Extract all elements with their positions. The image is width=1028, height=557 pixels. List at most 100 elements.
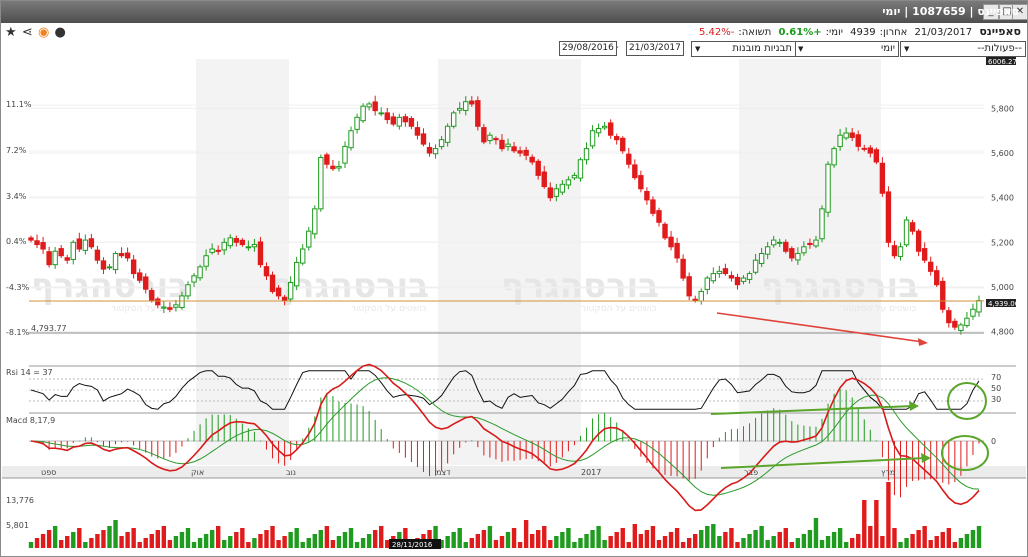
volume-bar xyxy=(131,528,136,548)
volume-bar xyxy=(469,538,474,548)
price-tick: 5,200 xyxy=(991,238,1014,247)
top-price-label: 6006.27 xyxy=(988,58,1017,66)
candle-body xyxy=(722,268,729,275)
volume-bar xyxy=(970,530,976,548)
candle-body xyxy=(450,112,457,127)
candle-body xyxy=(861,147,867,150)
volume-bar xyxy=(71,532,76,548)
volume-bar xyxy=(602,540,607,548)
volume-bar xyxy=(360,538,366,548)
svg-text:כושטים על הסקטור: כושטים על הסקטור xyxy=(111,304,187,314)
svg-text:בורסהגרף: בורסהגרף xyxy=(501,266,659,306)
share-icon[interactable]: ⋖ xyxy=(21,25,33,40)
volume-bar xyxy=(385,540,390,548)
actions-select[interactable]: --פעולות-- ▼ xyxy=(900,41,1026,57)
rsi-label: Rsi 14 = 37 xyxy=(6,368,53,377)
candle-body xyxy=(909,222,916,232)
candle-body xyxy=(662,223,668,239)
candle-body xyxy=(88,238,95,248)
candle-body xyxy=(970,308,976,317)
candle-body xyxy=(366,103,372,108)
svg-text:כושטים על הסקטור: כושטים על הסקטור xyxy=(841,304,917,314)
volume-bar xyxy=(372,530,378,548)
volume-bar xyxy=(668,532,674,548)
volume-bar xyxy=(270,526,275,548)
time-axis-bar xyxy=(2,466,1026,478)
candle-body xyxy=(589,130,596,147)
macd-trend-arrow xyxy=(720,457,926,469)
candle-body xyxy=(143,276,149,290)
volume-bar xyxy=(783,528,788,548)
candle-body xyxy=(547,187,553,199)
candle-body xyxy=(281,296,288,301)
pct-tick: 7.2% xyxy=(6,146,27,155)
candle-body xyxy=(698,290,704,302)
volume-bar xyxy=(445,536,450,548)
candle-body xyxy=(728,275,735,279)
patterns-select[interactable]: תבניות מובנות ▼ xyxy=(691,41,796,57)
volume-bar xyxy=(215,526,221,548)
minimize-button[interactable]: _ xyxy=(983,4,999,20)
candle-body xyxy=(644,190,650,201)
rsi-trend-arrow xyxy=(710,405,914,415)
volume-bar xyxy=(940,532,945,548)
comment-icon[interactable]: ● xyxy=(54,25,66,40)
volume-bar xyxy=(765,540,770,548)
volume-bar xyxy=(149,534,154,548)
macd-signal-line xyxy=(30,377,980,496)
volume-bar xyxy=(584,534,589,548)
candle-body xyxy=(336,165,342,169)
period-select[interactable]: יומי ▼ xyxy=(794,41,899,57)
candle-body xyxy=(656,210,662,223)
price-trend-arrow xyxy=(716,312,924,343)
candle-body xyxy=(626,153,632,165)
candle-body xyxy=(849,132,855,138)
day-change: +0.61% xyxy=(778,27,822,38)
candle-body xyxy=(535,160,541,176)
candle-body xyxy=(203,255,209,267)
close-button[interactable]: ✕ xyxy=(1012,4,1028,20)
volume-bar xyxy=(143,538,148,548)
rsi-level-label: 50 xyxy=(991,384,1001,393)
macd-arrow-head xyxy=(921,453,931,463)
target-icon[interactable]: ◉ xyxy=(37,25,50,40)
volume-bar xyxy=(155,530,161,548)
volume-bar xyxy=(523,520,529,548)
star-icon[interactable]: ★ xyxy=(5,25,17,40)
volume-bar xyxy=(608,536,613,548)
volume-bar xyxy=(228,536,233,548)
volume-bar xyxy=(318,530,324,548)
volume-bar xyxy=(638,534,644,548)
svg-text:בורסהגרף: בורסהגרף xyxy=(761,266,919,306)
macd-line xyxy=(30,363,980,512)
volume-bar xyxy=(34,538,40,548)
date-to-input[interactable]: 21/03/2017 xyxy=(626,41,684,56)
volume-bar xyxy=(306,538,311,548)
candle-body xyxy=(444,125,451,143)
volume-bar xyxy=(934,536,939,548)
volume-bar xyxy=(771,536,776,548)
svg-text:כושטים על הסקטור: כושטים על הסקטור xyxy=(581,304,657,314)
candle-body xyxy=(517,150,523,154)
volume-bar xyxy=(886,482,891,548)
rsi-level-label: 70 xyxy=(991,373,1001,382)
volume-bar xyxy=(83,542,88,548)
candle-body xyxy=(438,139,445,148)
candle-body xyxy=(523,149,529,156)
candle-body xyxy=(601,125,608,129)
volume-bar xyxy=(330,540,336,548)
candle-body xyxy=(758,252,765,265)
volume-bar xyxy=(451,532,456,548)
candle-body xyxy=(64,257,70,261)
price-arrow-head xyxy=(918,338,928,346)
volume-bar xyxy=(916,530,921,548)
time-band xyxy=(438,59,581,465)
volume-bar xyxy=(843,542,849,548)
volume-bar xyxy=(185,528,191,548)
volume-bar xyxy=(258,534,263,548)
volume-bar xyxy=(203,534,209,548)
date-from-input[interactable]: 29/08/2016 xyxy=(559,41,617,56)
candle-body xyxy=(885,191,892,243)
candle-body xyxy=(976,300,982,313)
candle-body xyxy=(420,133,427,145)
